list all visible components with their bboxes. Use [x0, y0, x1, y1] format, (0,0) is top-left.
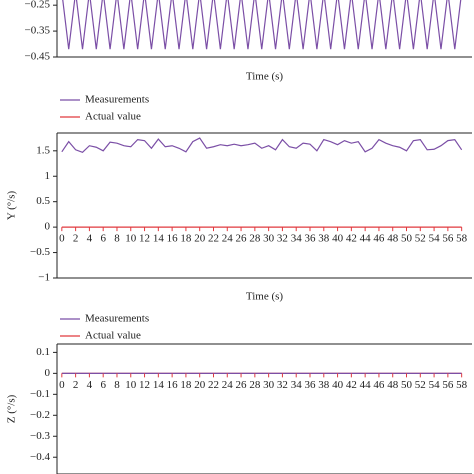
x-tick-label: 40 [332, 233, 344, 245]
y-axis-label: Z (°/s) [6, 394, 18, 423]
x-tick-label: 12 [139, 379, 150, 391]
x-tick-label: 32 [277, 379, 288, 391]
x-tick-label: 8 [114, 379, 120, 391]
x-tick-label: 44 [360, 379, 372, 391]
y-tick-label: −0.35 [25, 25, 51, 37]
y-tick-label: −0.1 [30, 388, 50, 400]
x-tick-label: 6 [100, 379, 106, 391]
y-tick-label: 1 [45, 170, 51, 182]
x-tick-label: 28 [249, 233, 261, 245]
x-tick-label: 48 [387, 233, 399, 245]
data-line [61, 137, 463, 154]
x-tick-label: 22 [208, 379, 219, 391]
x-axis-label: Time (s) [246, 291, 284, 303]
y-tick-label: −0.4 [30, 451, 50, 463]
x-tick-label: 2 [73, 233, 79, 245]
x-tick-label: 38 [318, 233, 330, 245]
x-tick-label: 24 [222, 379, 234, 391]
x-axis-label: Time (s) [246, 71, 284, 83]
x-tick-label: 26 [236, 379, 248, 391]
x-tick-label: 16 [167, 233, 179, 245]
x-tick-label: 18 [180, 233, 192, 245]
x-tick-label: 10 [125, 233, 137, 245]
x-tick-label: 44 [360, 233, 372, 245]
x-tick-label: 38 [318, 379, 330, 391]
x-tick-label: 42 [346, 233, 357, 245]
x-tick-label: 32 [277, 233, 288, 245]
y-tick-label: −0.5 [30, 246, 50, 258]
x-tick-label: 4 [87, 379, 93, 391]
x-tick-label: 46 [373, 233, 385, 245]
x-tick-label: 22 [208, 233, 219, 245]
y-tick-label: −1 [38, 272, 50, 284]
x-tick-label: 24 [222, 233, 234, 245]
x-tick-label: 14 [153, 233, 165, 245]
x-tick-label: 10 [125, 379, 137, 391]
y-tick-label: −0.2 [30, 409, 50, 421]
x-tick-label: 54 [429, 233, 441, 245]
x-tick-label: 56 [442, 233, 454, 245]
y-tick-label: 0 [45, 221, 51, 233]
x-tick-label: 36 [304, 379, 316, 391]
x-tick-label: 52 [415, 233, 426, 245]
x-tick-label: 8 [114, 233, 120, 245]
y-axis-label: Y (°/s) [6, 190, 18, 220]
x-tick-label: 14 [153, 379, 165, 391]
data-line [62, 0, 462, 50]
x-tick-label: 34 [291, 233, 303, 245]
x-tick-label: 0 [59, 379, 65, 391]
x-tick-label: 34 [291, 379, 303, 391]
x-tick-label: 54 [429, 379, 441, 391]
x-tick-label: 30 [263, 233, 275, 245]
y-tick-label: 0.1 [36, 346, 50, 358]
legend-label: Actual value [85, 111, 141, 123]
x-tick-label: 36 [304, 233, 316, 245]
x-tick-label: 6 [100, 233, 106, 245]
x-tick-label: 40 [332, 379, 344, 391]
legend-label: Measurements [85, 313, 149, 325]
y-tick-label: 0.5 [36, 195, 50, 207]
x-tick-label: 0 [59, 233, 65, 245]
x-tick-label: 56 [442, 379, 454, 391]
x-tick-label: 28 [249, 379, 261, 391]
y-tick-label: −0.45 [25, 51, 51, 63]
x-tick-label: 52 [415, 379, 426, 391]
x-tick-label: 20 [194, 233, 206, 245]
x-tick-label: 46 [373, 379, 385, 391]
x-tick-label: 50 [401, 379, 413, 391]
x-tick-label: 18 [180, 379, 192, 391]
legend-label: Actual value [85, 330, 141, 342]
y-tick-label: 0 [45, 367, 51, 379]
y-tick-label: 1.5 [36, 144, 50, 156]
x-tick-label: 48 [387, 379, 399, 391]
x-tick-label: 50 [401, 233, 413, 245]
x-tick-label: 4 [87, 233, 93, 245]
x-tick-label: 58 [456, 233, 468, 245]
x-tick-label: 2 [73, 379, 79, 391]
y-tick-label: −0.25 [25, 0, 51, 11]
x-tick-label: 12 [139, 233, 150, 245]
x-tick-label: 20 [194, 379, 206, 391]
legend-label: Measurements [85, 94, 149, 106]
x-tick-label: 30 [263, 379, 275, 391]
y-tick-label: −0.3 [30, 430, 50, 442]
x-tick-label: 16 [167, 379, 179, 391]
x-tick-label: 26 [236, 233, 248, 245]
x-tick-label: 58 [456, 379, 468, 391]
x-tick-label: 42 [346, 379, 357, 391]
